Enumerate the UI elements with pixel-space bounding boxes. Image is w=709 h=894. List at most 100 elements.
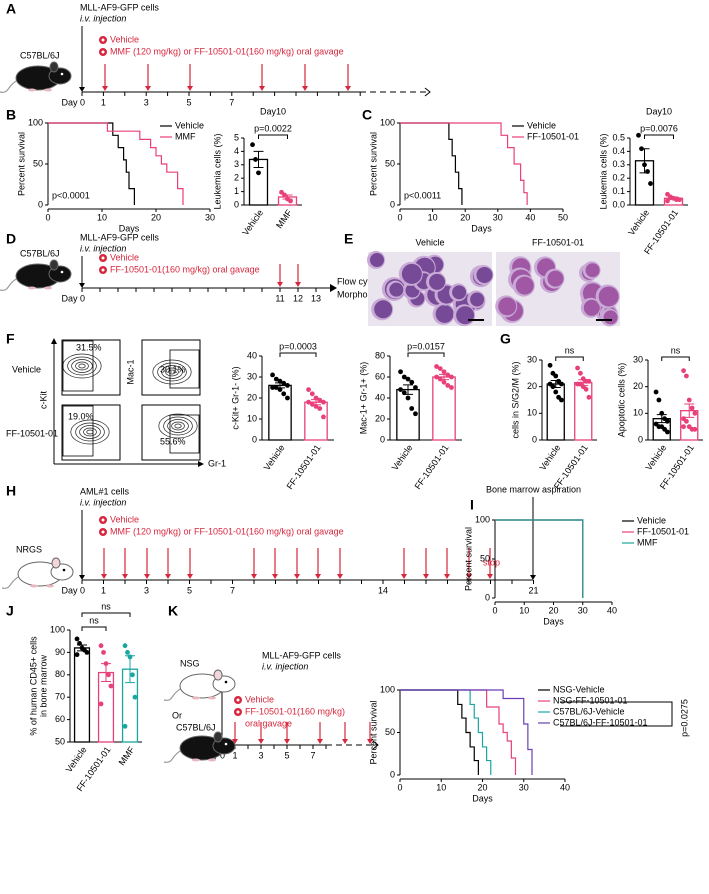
contour	[67, 356, 97, 376]
stop-label: stop	[483, 557, 500, 567]
gate	[62, 405, 94, 457]
row-label: FF-10501-01	[6, 428, 58, 438]
panel-label: G	[500, 331, 511, 347]
data-point	[586, 394, 592, 400]
mouse-foot	[28, 88, 36, 92]
bracket	[279, 352, 317, 357]
day-number: 5	[186, 97, 191, 107]
contour	[167, 419, 189, 433]
contour	[79, 425, 101, 439]
y-tick-label: 50	[55, 736, 65, 746]
arrow-head	[79, 87, 85, 92]
y-tick-label: 2	[234, 173, 239, 183]
mouse-ear	[49, 259, 59, 271]
data-point	[253, 157, 258, 162]
annotation: p<0.0011	[404, 190, 441, 200]
x-tick-label: 30	[205, 212, 215, 222]
endpoint-label: Bone marrow aspiration	[486, 484, 581, 494]
bracket	[555, 356, 584, 361]
y-axis-label: Percent survival	[16, 132, 26, 196]
dose-arrow-head	[423, 574, 429, 579]
mouse-label: C57BL/6J	[176, 722, 216, 732]
x-tick-label: 20	[460, 212, 470, 222]
dose-arrow-head	[337, 574, 343, 579]
flow-plot	[61, 404, 121, 461]
data-point	[273, 376, 279, 382]
gate-label: 55.6%	[160, 436, 186, 446]
y-tick-label: 100	[475, 514, 490, 524]
nucleus	[498, 297, 517, 316]
route-label: i.v. injection	[80, 243, 126, 253]
dose-arrow-head	[232, 739, 238, 744]
nucleus	[401, 263, 422, 284]
annotation: p=0.0003	[279, 341, 317, 351]
contour	[152, 359, 192, 385]
data-point	[108, 683, 114, 689]
data-point	[686, 397, 692, 403]
data-point	[103, 661, 109, 666]
legend-text: MMF (120 mg/kg) or FF-10501-01(160 mg/kg…	[110, 526, 344, 536]
nucleus	[515, 276, 534, 295]
mouse-foot	[208, 758, 216, 762]
gate-label: 31.5%	[76, 342, 102, 352]
y-tick-label: 40	[375, 392, 385, 402]
nucleus	[603, 310, 618, 325]
y-axis-label: Apoptotic cells (%)	[616, 363, 626, 438]
data-point	[277, 378, 283, 384]
y-tick-label: 40	[247, 350, 257, 360]
y-tick-label: 5	[234, 132, 239, 142]
nucleus	[456, 306, 475, 325]
dose-arrow-head	[272, 574, 278, 579]
contour	[163, 416, 193, 436]
x-tick-label: 40	[525, 212, 535, 222]
arrow-head	[198, 461, 204, 467]
mouse-tail	[0, 79, 19, 93]
contour	[78, 363, 86, 369]
data-point	[449, 374, 454, 380]
y-tick-label: 80	[375, 350, 385, 360]
x-tick-label: 0	[397, 212, 402, 222]
dose-arrow-head	[259, 86, 265, 91]
y-tick-label: 60	[55, 714, 65, 724]
data-point	[317, 397, 323, 403]
mouse-eye	[224, 680, 228, 684]
gate-label: 30.1%	[160, 364, 186, 374]
gate	[169, 349, 200, 389]
annotation: p<0.0001	[52, 190, 90, 200]
survival-curve	[400, 689, 517, 775]
bracket	[661, 356, 690, 361]
legend-text: Vehicle	[175, 120, 204, 130]
data-point	[681, 368, 686, 374]
data-point	[106, 672, 111, 678]
x-tick-label: 40	[607, 605, 617, 615]
data-point	[550, 384, 556, 390]
dose-arrow-head	[145, 86, 151, 91]
data-point	[559, 397, 564, 403]
y-tick-label: 0.5	[612, 132, 625, 142]
arrow-head	[79, 283, 85, 288]
y-axis-label: Mac-1	[125, 359, 135, 384]
nucleus	[435, 304, 454, 323]
mouse-eye	[60, 72, 64, 76]
mouse-label: Or	[172, 710, 182, 720]
y-tick-label: 0	[234, 199, 239, 209]
nucleus	[476, 266, 493, 283]
data-point	[84, 650, 90, 655]
nucleus	[429, 273, 446, 290]
survival-curve	[48, 122, 184, 205]
gate	[169, 414, 200, 454]
legend-marker-dot	[101, 518, 105, 522]
contour	[75, 422, 105, 442]
data-point	[281, 380, 287, 386]
legend-text: Vehicle	[637, 515, 666, 525]
data-point	[132, 694, 138, 700]
dose-arrow-head	[277, 282, 283, 287]
data-point	[306, 387, 311, 392]
day-number: 7	[230, 585, 235, 595]
data-point	[642, 162, 647, 168]
data-point	[441, 379, 447, 385]
data-point	[692, 426, 698, 432]
dose-arrow-head	[466, 574, 472, 579]
dose-arrow-head	[317, 739, 323, 744]
data-point	[405, 376, 411, 382]
